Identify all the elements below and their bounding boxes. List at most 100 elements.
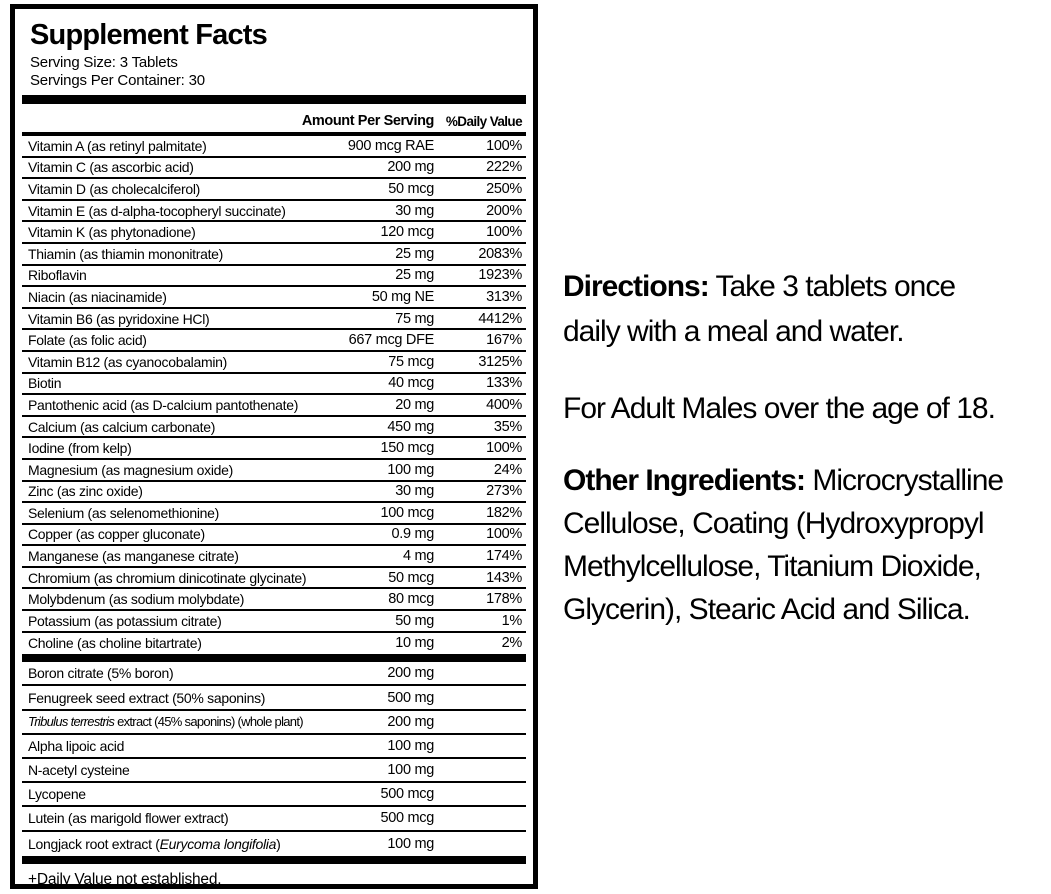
daily-value-footnote: +Daily Value not established. — [28, 870, 222, 888]
table-row: Vitamin D (as cholecalciferol) 50 mcg 250% — [22, 179, 526, 201]
table-row: Copper (as copper gluconate) 0.9 mg 100% — [22, 525, 526, 547]
other-ingredients-line-3: Methylcellulose, Titanium Dioxide, — [563, 550, 982, 583]
table-row: Lycopene 500 mcg — [22, 783, 526, 808]
amount-per-serving-value: 100 mcg — [380, 504, 434, 521]
daily-value-percent: 100% — [486, 440, 522, 457]
nutrient-name-italic: Eurycoma longifolia — [159, 835, 277, 852]
amount-per-serving-value: 200 mg — [387, 665, 434, 682]
nutrient-name: Biotin — [28, 375, 62, 392]
other-ingredients-label: Other Ingredients: — [563, 464, 806, 497]
daily-value-percent: 35% — [493, 418, 522, 435]
daily-value-percent: 313% — [486, 288, 522, 305]
nutrient-name: Vitamin E (as d-alpha-tocopheryl succina… — [28, 202, 286, 219]
table-row: Boron citrate (5% boron) 200 mg — [22, 662, 526, 687]
table-row: Vitamin C (as ascorbic acid) 200 mg 222% — [22, 158, 526, 180]
audience-line: For Adult Males over the age of 18. — [563, 392, 996, 425]
table-row: N-acetyl cysteine 100 mg — [22, 759, 526, 784]
table-row: Tribulus terrestris extract (45% saponin… — [22, 711, 526, 735]
divider-under-header — [22, 132, 526, 136]
divider-thick-top — [22, 95, 526, 104]
daily-value-percent: 2% — [501, 635, 523, 652]
other-ingredients-text-1: Microcrystalline — [805, 464, 1004, 497]
amount-per-serving-value: 30 mg — [395, 202, 434, 219]
table-row: Vitamin B6 (as pyridoxine HCl) 75 mg 4412% — [22, 309, 526, 331]
daily-value-percent: 100% — [486, 526, 522, 543]
nutrient-name: Vitamin B12 (as cyanocobalamin) — [28, 353, 227, 370]
daily-value-percent: 400% — [486, 396, 522, 413]
table-row: Fenugreek seed extract (50% saponins) 500… — [22, 686, 526, 711]
amount-per-serving-value: 25 mg — [395, 267, 434, 284]
nutrient-table-section-2: Boron citrate (5% boron) 200 mg Fenugreek … — [22, 662, 526, 856]
table-row: Biotin 40 mcg 133% — [22, 374, 526, 396]
amount-per-serving-value: 900 mcg RAE — [347, 137, 434, 154]
directions-line-2: daily with a meal and water. — [563, 315, 905, 348]
servings-per-container: Servings Per Container: 30 — [30, 72, 205, 89]
nutrient-name: Vitamin A (as retinyl palmitate) — [28, 137, 207, 154]
table-row: Riboflavin 25 mg 1923% — [22, 266, 526, 288]
amount-per-serving-value: 200 mg — [387, 713, 434, 730]
nutrient-name: Alpha lipoic acid — [28, 737, 125, 754]
daily-value-percent: 182% — [486, 504, 522, 521]
daily-value-percent: 222% — [486, 159, 522, 176]
nutrient-name: Copper (as copper gluconate) — [28, 526, 205, 543]
table-row: Vitamin E (as d-alpha-tocopheryl succina… — [22, 201, 526, 223]
other-ingredients-line-1: Other Ingredients: Microcrystalline — [563, 459, 1051, 502]
nutrient-name-part: Longjack root extract ( — [28, 835, 160, 852]
daily-value-percent: 250% — [486, 180, 522, 197]
daily-value-percent: 100% — [486, 224, 522, 241]
daily-value-percent: 143% — [486, 569, 522, 586]
nutrient-name: Magnesium (as magnesium oxide) — [28, 461, 233, 478]
table-row: Chromium (as chromium dinicotinate glyci… — [22, 568, 526, 590]
directions-text-1: Take 3 tablets once — [708, 270, 956, 303]
amount-per-serving-value: 30 mg — [395, 483, 434, 500]
daily-value-percent: 1% — [501, 612, 523, 629]
nutrient-name: Selenium (as selenomethionine) — [28, 504, 219, 521]
panel-title: Supplement Facts — [30, 19, 268, 51]
nutrient-name: Manganese (as manganese citrate) — [28, 548, 239, 565]
amount-per-serving-value: 20 mg — [395, 396, 434, 413]
daily-value-percent: 273% — [486, 483, 522, 500]
amount-per-serving-value: 4 mg — [402, 548, 434, 565]
audience-paragraph: For Adult Males over the age of 18. — [563, 386, 1051, 431]
amount-per-serving-value: 25 mg — [395, 245, 434, 262]
amount-per-serving-value: 500 mg — [387, 689, 434, 706]
nutrient-name: Molybdenum (as sodium molybdate) — [28, 591, 245, 608]
daily-value-percent: 200% — [486, 202, 522, 219]
table-row: Alpha lipoic acid 100 mg — [22, 735, 526, 759]
nutrient-name: Iodine (from kelp) — [28, 440, 132, 457]
table-row: Thiamin (as thiamin mononitrate) 25 mg 208… — [22, 244, 526, 266]
table-row: Iodine (from kelp) 150 mcg 100% — [22, 438, 526, 460]
amount-per-serving-value: 100 mg — [387, 461, 434, 478]
nutrient-name: Vitamin B6 (as pyridoxine HCl) — [28, 310, 210, 327]
amount-per-serving-value: 100 mg — [387, 737, 434, 754]
daily-value-percent: 133% — [486, 375, 522, 392]
nutrient-name: Pantothenic acid (as D-calcium pantothen… — [28, 396, 299, 413]
nutrient-name: Chromium (as chromium dinicotinate glyci… — [28, 569, 307, 586]
nutrient-name: Fenugreek seed extract (50% saponins) — [28, 689, 266, 706]
directions-label: Directions: — [563, 270, 710, 303]
nutrient-name: Boron citrate (5% boron) — [28, 665, 174, 682]
table-row: Pantothenic acid (as D-calcium pantothen… — [22, 395, 526, 417]
nutrient-name: Vitamin K (as phytonadione) — [28, 224, 196, 241]
directions-paragraph: Directions: Take 3 tablets once daily wi… — [563, 264, 1051, 354]
other-ingredients-line-4: Glycerin), Stearic Acid and Silica. — [563, 593, 971, 626]
nutrient-name: Niacin (as niacinamide) — [28, 288, 167, 305]
amount-per-serving-value: 50 mcg — [388, 180, 434, 197]
table-row: Niacin (as niacinamide) 50 mg NE 313% — [22, 287, 526, 309]
daily-value-percent: 174% — [486, 548, 522, 565]
daily-value-percent: 167% — [486, 332, 522, 349]
amount-per-serving-value: 500 mcg — [380, 810, 434, 827]
supplement-facts-panel: Supplement Facts Serving Size: 3 Tablets… — [10, 4, 538, 889]
table-row: Longjack root extract (Eurycoma longifol… — [22, 832, 526, 856]
table-row: Folate (as folic acid) 667 mcg DFE 167% — [22, 330, 526, 352]
amount-per-serving-value: 120 mcg — [380, 224, 434, 241]
table-row: Zinc (as zinc oxide) 30 mg 273% — [22, 482, 526, 504]
nutrient-name: Potassium (as potassium citrate) — [28, 612, 222, 629]
other-ingredients-line-2: Cellulose, Coating (Hydroxypropyl — [563, 507, 985, 540]
serving-size: Serving Size: 3 Tablets — [30, 54, 178, 71]
amount-per-serving-value: 200 mg — [387, 159, 434, 176]
amount-per-serving-value: 10 mg — [395, 635, 434, 652]
daily-value-percent: 24% — [493, 461, 522, 478]
table-row: Choline (as choline bitartrate) 10 mg 2% — [22, 633, 526, 655]
table-row: Molybdenum (as sodium molybdate) 80 mcg 17… — [22, 589, 526, 612]
